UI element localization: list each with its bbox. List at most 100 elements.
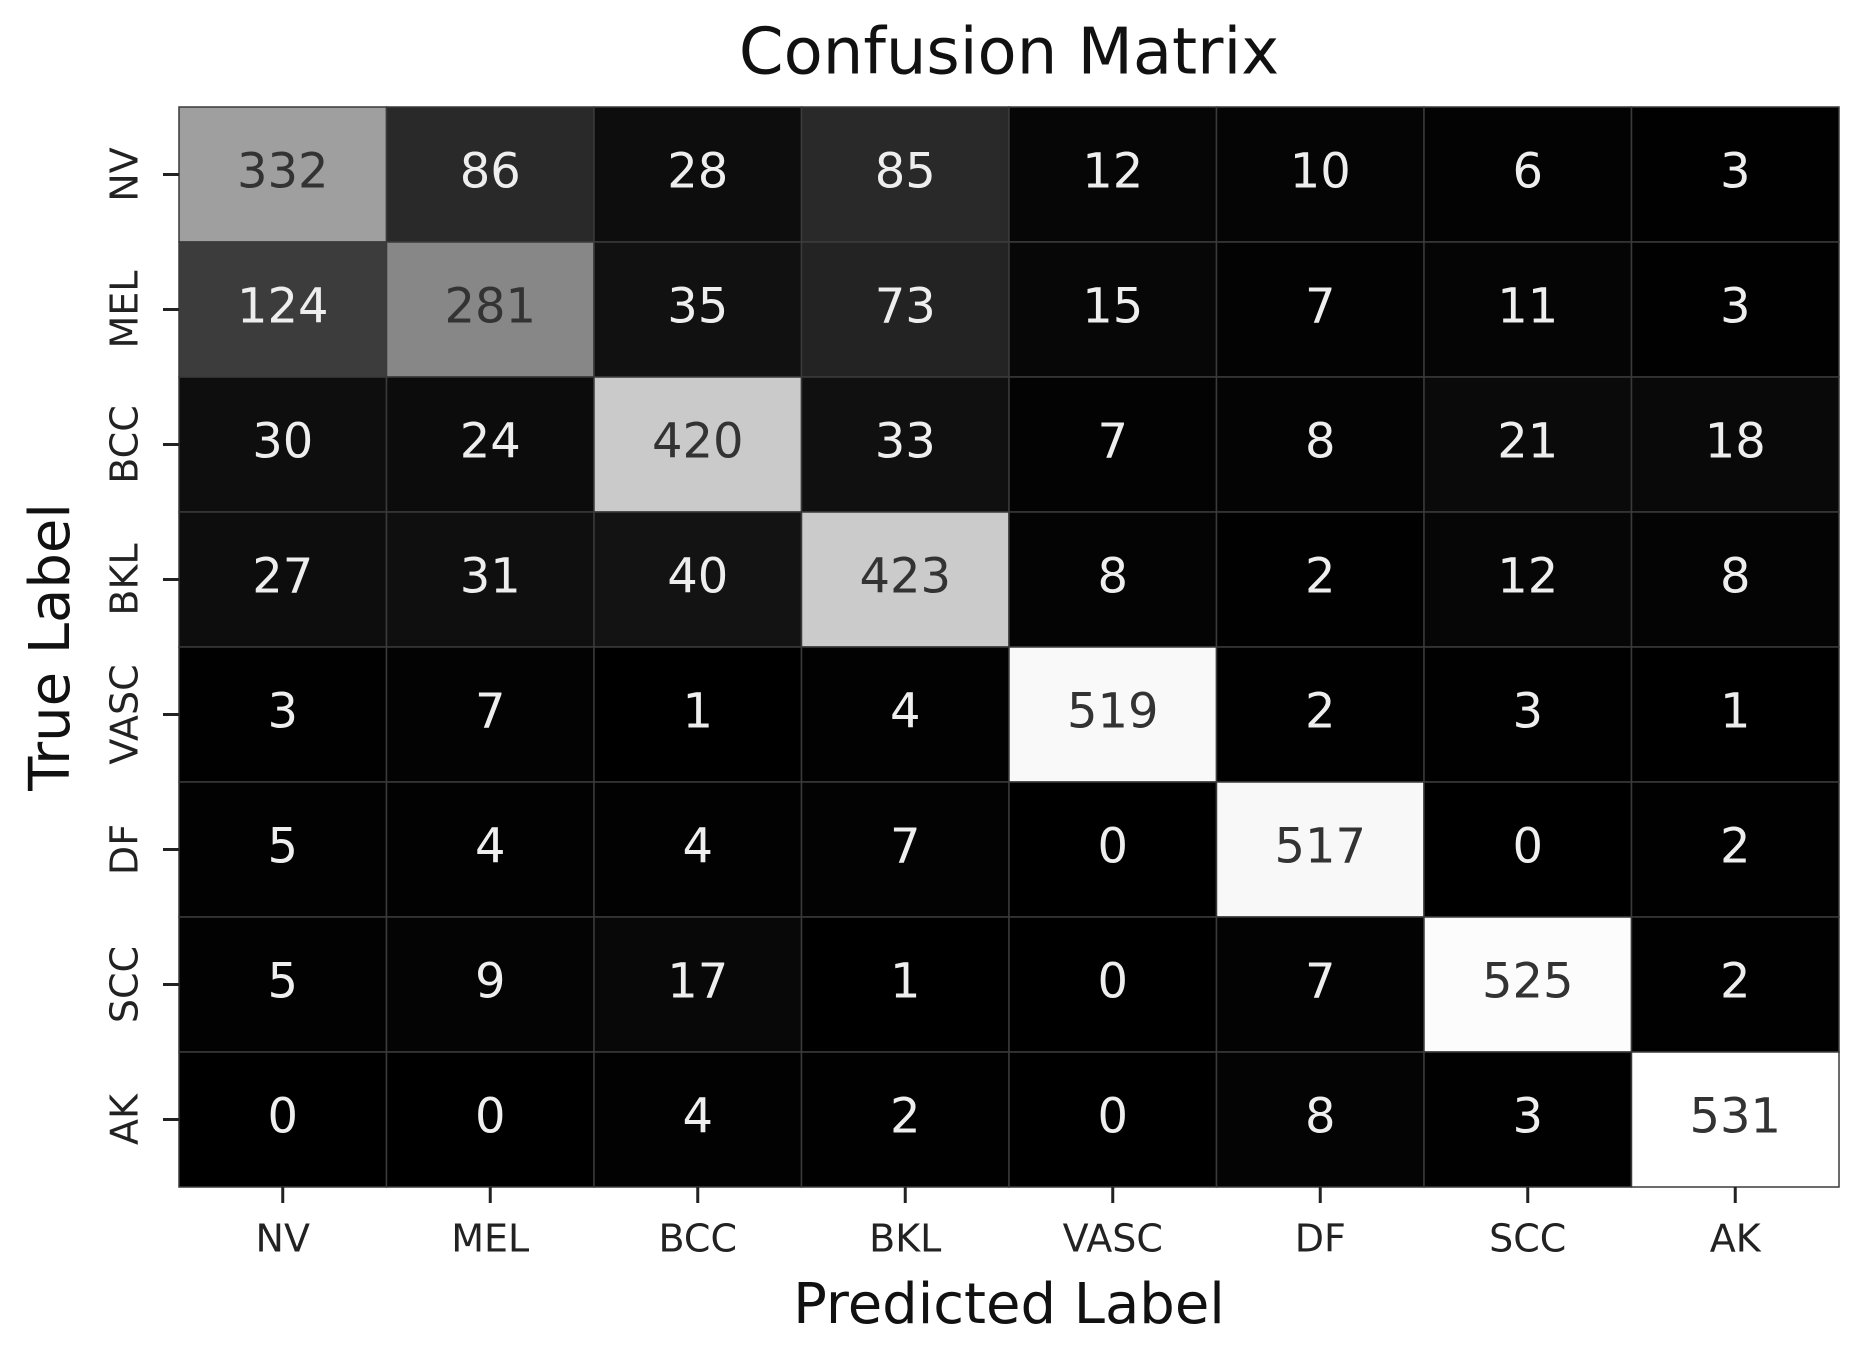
cell-label: 7 [1305, 279, 1336, 335]
cell-label: 0 [1512, 819, 1543, 875]
y-tick-label: AK [103, 1093, 147, 1145]
cell-label: 15 [1082, 279, 1143, 335]
cell-label: 517 [1274, 819, 1366, 875]
cell [178, 511, 388, 648]
cell-label: 124 [237, 279, 329, 335]
cell-label: 17 [667, 954, 728, 1010]
cell [1423, 781, 1633, 918]
cell [1215, 376, 1425, 513]
cell-label: 525 [1482, 954, 1574, 1010]
cell-label: 281 [444, 279, 536, 335]
cell [178, 376, 388, 513]
x-tick-label: MEL [451, 1217, 529, 1261]
cell-label: 2 [890, 1089, 921, 1145]
cell-label: 18 [1705, 414, 1766, 470]
cell [593, 106, 803, 243]
y-tick-label: SCC [103, 946, 147, 1023]
y-tick-label: NV [103, 147, 147, 201]
cell [593, 376, 803, 513]
cell-label: 7 [475, 684, 506, 740]
cell [1008, 511, 1218, 648]
cell-label: 1 [1720, 684, 1751, 740]
cell [1630, 1051, 1840, 1188]
cell [385, 376, 595, 513]
cell-label: 3 [1720, 144, 1751, 200]
cell [385, 781, 595, 918]
cell-label: 6 [1512, 144, 1543, 200]
cell [1423, 376, 1633, 513]
x-axis-label: Predicted Label [793, 1272, 1225, 1337]
cell-label: 21 [1497, 414, 1558, 470]
cell [1423, 241, 1633, 378]
cell-label: 0 [475, 1089, 506, 1145]
cell-label: 4 [682, 819, 713, 875]
cell [385, 241, 595, 378]
cell-label: 4 [890, 684, 921, 740]
cell [1008, 646, 1218, 783]
cell [1008, 106, 1218, 243]
x-tick-label: AK [1710, 1217, 1762, 1261]
cell [593, 1051, 803, 1188]
cell [178, 106, 388, 243]
cell-label: 2 [1720, 819, 1751, 875]
cell [1215, 781, 1425, 918]
cell-label: 332 [237, 144, 329, 200]
cell-label: 86 [460, 144, 521, 200]
cell [800, 106, 1010, 243]
cell-label: 0 [267, 1089, 298, 1145]
cell-label: 519 [1067, 684, 1159, 740]
cell-label: 7 [890, 819, 921, 875]
y-tick-label: VASC [103, 664, 147, 764]
x-tick-label: BKL [869, 1217, 941, 1261]
cell [178, 916, 388, 1053]
cell-label: 9 [475, 954, 506, 1010]
cell [1630, 916, 1840, 1053]
cell-label: 8 [1305, 1089, 1336, 1145]
cell [1423, 916, 1633, 1053]
cell-label: 1 [890, 954, 921, 1010]
cell-label: 11 [1497, 279, 1558, 335]
cell-label: 420 [652, 414, 744, 470]
cell [1008, 241, 1218, 378]
cell [800, 511, 1010, 648]
cell [593, 646, 803, 783]
cell-label: 85 [875, 144, 936, 200]
cell-label: 12 [1497, 549, 1558, 605]
cell [1630, 781, 1840, 918]
cell [1630, 376, 1840, 513]
y-tick-label: BCC [103, 405, 147, 483]
cell-label: 10 [1290, 144, 1351, 200]
cell-label: 40 [667, 549, 728, 605]
cell-label: 27 [252, 549, 313, 605]
cell [1215, 106, 1425, 243]
cell [1008, 916, 1218, 1053]
cell [1215, 241, 1425, 378]
cell-label: 5 [267, 819, 298, 875]
chart-title: Confusion Matrix [739, 16, 1279, 90]
cell-label: 33 [875, 414, 936, 470]
cell [1215, 646, 1425, 783]
cell-label: 2 [1305, 684, 1336, 740]
cell-label: 5 [267, 954, 298, 1010]
cell [593, 916, 803, 1053]
y-tick-label: BKL [103, 543, 147, 615]
y-tick-label: MEL [103, 271, 147, 349]
cell-label: 3 [1720, 279, 1751, 335]
cell-label: 1 [682, 684, 713, 740]
x-tick-label: SCC [1489, 1217, 1566, 1261]
cell-label: 3 [1512, 684, 1543, 740]
cell-label: 73 [875, 279, 936, 335]
cell [385, 916, 595, 1053]
cell [1008, 1051, 1218, 1188]
cell-label: 28 [667, 144, 728, 200]
cell-label: 3 [1512, 1089, 1543, 1145]
cell-label: 30 [252, 414, 313, 470]
cell [800, 376, 1010, 513]
cell [1630, 106, 1840, 243]
x-tick-label: BCC [659, 1217, 737, 1261]
cell-label: 0 [1097, 1089, 1128, 1145]
cell [593, 781, 803, 918]
cell-label: 0 [1097, 819, 1128, 875]
